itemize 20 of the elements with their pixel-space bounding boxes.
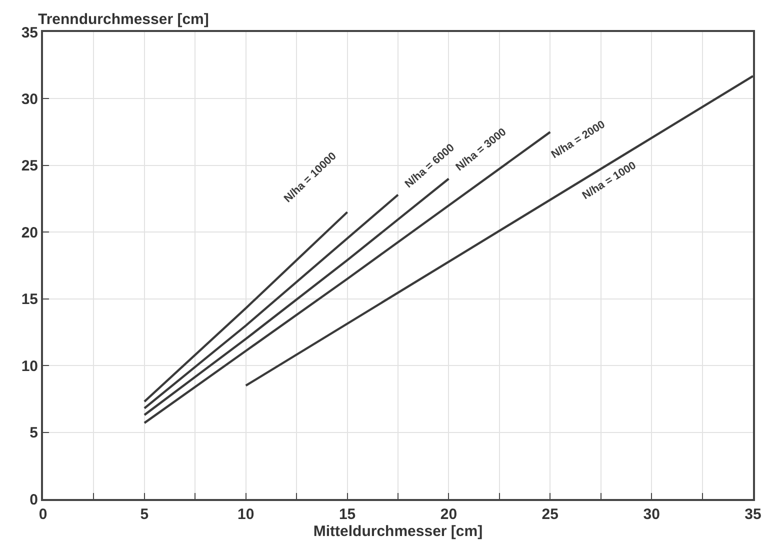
y-tick-label: 0	[30, 491, 38, 508]
x-tick-label: 15	[338, 506, 356, 523]
x-tick-label: 5	[140, 506, 149, 523]
line-series	[143, 130, 552, 424]
x-tick-label: 20	[440, 506, 458, 523]
y-tick-label: 10	[21, 358, 38, 375]
text: N/ha = 1000	[580, 160, 638, 202]
y-tick-label: 25	[21, 158, 38, 175]
y-tick-label: 15	[21, 291, 38, 308]
text: N/ha = 2000	[549, 118, 608, 162]
y-tick-label: 20	[21, 224, 38, 242]
y-axis-title: Trenndurchmesser [cm]	[38, 11, 209, 28]
y-tick-label: 30	[21, 90, 38, 108]
x-tick-label: 10	[238, 506, 254, 523]
x-tick-label: 35	[744, 506, 762, 523]
x-tick-label: 25	[542, 506, 558, 523]
y-tick-label: 35	[21, 24, 38, 42]
y-tick-label: 5	[30, 424, 38, 442]
x-axis-title: Mitteldurchmesser [cm]	[313, 523, 483, 540]
x-tick-label: 30	[643, 506, 660, 523]
